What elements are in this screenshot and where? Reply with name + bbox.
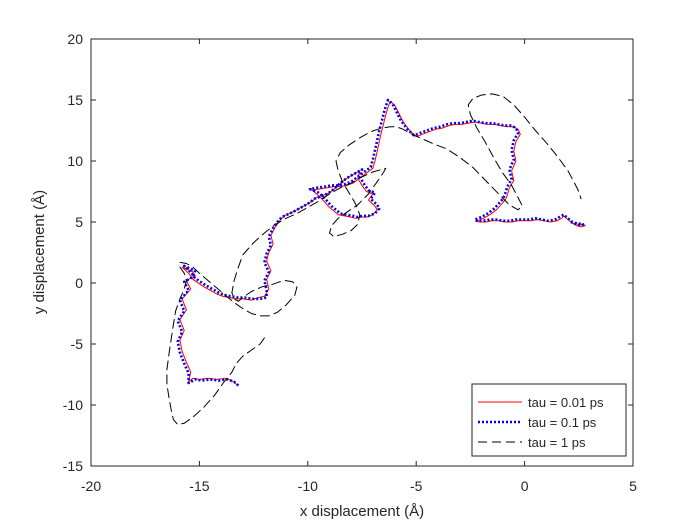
plot-area-frame: [90, 38, 634, 467]
y-tick-label: 20: [67, 31, 83, 47]
y-tick-label: 5: [75, 214, 83, 230]
series-line-1: [179, 100, 586, 385]
legend-label-2: tau = 0.1 ps: [528, 415, 597, 430]
legend-box: [471, 383, 627, 457]
x-tick-label: 5: [629, 478, 637, 494]
legend: tau = 0.01 ps tau = 0.1 ps tau = 1 ps: [471, 383, 627, 457]
y-tick-label: 15: [67, 92, 83, 108]
x-tick-label: -15: [189, 478, 209, 494]
x-tick-label: 0: [521, 478, 529, 494]
y-tick-label: 0: [75, 275, 83, 291]
y-tick-label: -15: [63, 458, 83, 474]
series-line-3: [166, 93, 582, 425]
y-tick-label: -5: [71, 336, 84, 352]
x-tick-label: -20: [81, 478, 101, 494]
y-tick-label: 10: [67, 153, 83, 169]
series-line-2: [176, 98, 585, 387]
y-tick-label: -10: [63, 397, 83, 413]
legend-label-3: tau = 1 ps: [528, 435, 586, 450]
y-axis-label: y displacement (Å): [31, 190, 48, 314]
x-tick-label: -5: [410, 478, 423, 494]
x-axis-label: x displacement (Å): [300, 503, 424, 520]
traces: [166, 93, 586, 425]
x-tick-label: -10: [298, 478, 318, 494]
axis-ticks: -20 -15 -10 -5 0 5 -15 -10 -5 0 5 10 15 20: [63, 31, 637, 494]
legend-label-1: tau = 0.01 ps: [528, 395, 604, 410]
